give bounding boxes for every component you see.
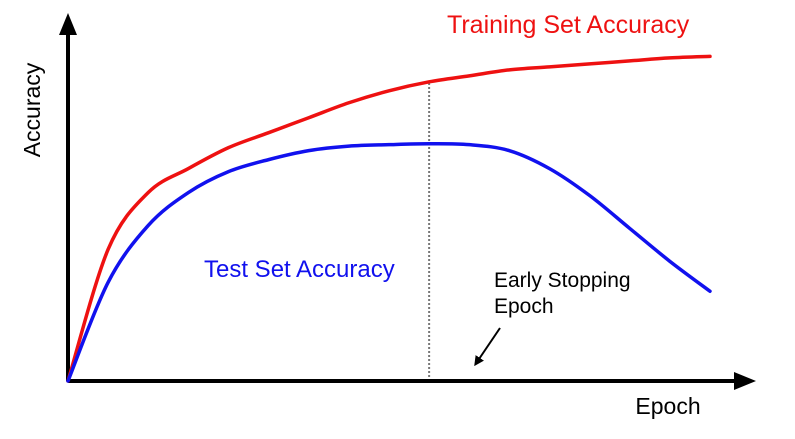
x-axis-arrow-icon (734, 372, 756, 390)
series-label-training: Training Set Accuracy (447, 11, 690, 39)
series-line-test (66, 141, 712, 383)
series-label-test: Test Set Accuracy (204, 256, 395, 283)
series-line-training (66, 54, 712, 383)
early-stopping-arrow (474, 327, 501, 367)
early-stopping-label-line1: Early Stopping (494, 269, 631, 292)
y-axis-arrow-icon (59, 13, 77, 35)
y-axis-label: Accuracy (19, 62, 45, 157)
early-stopping-label-line2: Epoch (494, 295, 554, 318)
x-axis-label: Epoch (635, 393, 700, 419)
